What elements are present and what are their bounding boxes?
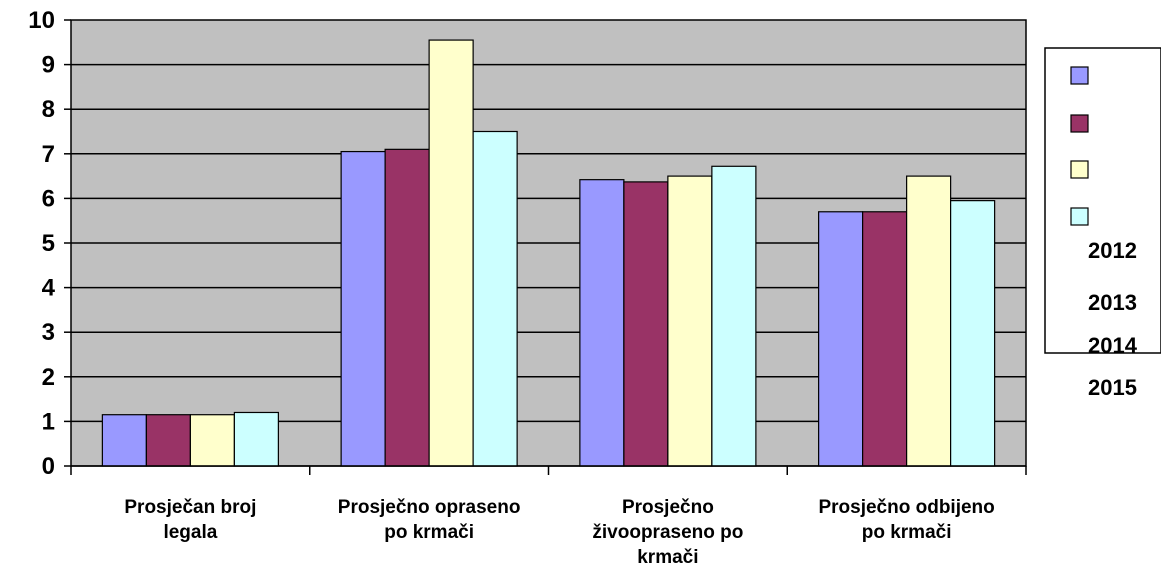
- plot-area: 0 1 2 3 4 5 6 7 8 9 10 Prosječan broj legala Prosječn…: [28, 7, 1027, 568]
- y-tick-label: 1: [42, 408, 55, 435]
- legend-swatch: [1070, 114, 1089, 133]
- y-tick-label: 10: [28, 7, 55, 34]
- x-category-label: Prosječno živoopraseno po krmači: [592, 497, 743, 568]
- bar: [667, 175, 713, 467]
- legend-label: 2013: [1088, 290, 1137, 315]
- y-tick-label: 0: [42, 453, 55, 480]
- bar: [189, 414, 235, 467]
- bar: [950, 200, 996, 467]
- bar: [906, 175, 952, 467]
- x-category-label: Prosječan broj legala: [124, 497, 256, 543]
- y-tick-label: 9: [42, 52, 55, 79]
- y-tick-label: 6: [42, 185, 55, 212]
- y-tick-label: 8: [42, 96, 55, 123]
- legend: 2012 2013 2014 2015: [1044, 47, 1161, 400]
- bar: [233, 411, 279, 467]
- y-tick-label: 7: [42, 141, 55, 168]
- legend-swatch: [1070, 207, 1089, 226]
- legend-swatch: [1070, 66, 1089, 85]
- legend-label: 2014: [1088, 333, 1138, 358]
- bar: [711, 165, 757, 467]
- y-tick-label: 4: [42, 275, 56, 302]
- x-category-label: Prosječno odbijeno po krmači: [818, 497, 994, 543]
- legend-label: 2012: [1088, 238, 1137, 263]
- legend-label: 2015: [1088, 375, 1137, 400]
- bar: [384, 148, 430, 467]
- x-category-label: Prosječno opraseno po krmači: [338, 497, 521, 543]
- legend-swatch: [1070, 160, 1089, 179]
- bar: [818, 211, 864, 467]
- bar: [428, 39, 474, 467]
- bar: [623, 181, 669, 467]
- y-tick-label: 2: [42, 364, 55, 391]
- bar: [579, 179, 625, 467]
- legend-box: [1044, 47, 1161, 354]
- bar: [340, 150, 386, 467]
- bar: [101, 414, 147, 467]
- y-tick-label: 5: [42, 230, 55, 257]
- bar: [862, 211, 908, 467]
- bar: [145, 414, 191, 467]
- y-tick-label: 3: [42, 319, 55, 346]
- bar: [472, 130, 518, 467]
